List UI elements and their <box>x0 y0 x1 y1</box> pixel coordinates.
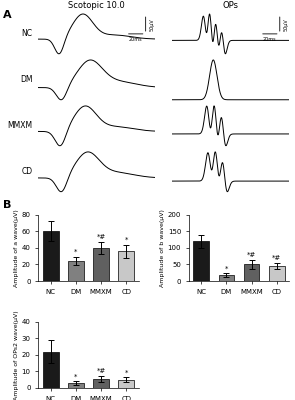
Bar <box>68 261 84 281</box>
Y-axis label: Amplitude of a wave(μV): Amplitude of a wave(μV) <box>14 209 19 287</box>
Bar <box>43 352 58 388</box>
Title: OPs: OPs <box>223 1 239 10</box>
Bar <box>93 248 109 281</box>
Text: 20ms: 20ms <box>129 37 142 42</box>
Text: MMXM: MMXM <box>7 121 32 130</box>
Text: B: B <box>3 200 11 210</box>
Y-axis label: Amplitude of b wave(μV): Amplitude of b wave(μV) <box>160 209 165 287</box>
Text: 20ms: 20ms <box>263 37 277 42</box>
Bar <box>93 379 109 388</box>
Text: *#: *# <box>96 368 106 374</box>
Text: *#: *# <box>247 252 256 258</box>
Text: *: * <box>124 237 128 243</box>
Text: NC: NC <box>22 29 32 38</box>
Bar <box>68 383 84 388</box>
Y-axis label: Amplitude of OPs2 wave(μV): Amplitude of OPs2 wave(μV) <box>14 310 19 400</box>
Bar <box>244 264 259 281</box>
Text: CD: CD <box>22 167 32 176</box>
Text: A: A <box>3 10 12 20</box>
Text: DM: DM <box>20 75 32 84</box>
Text: *: * <box>124 369 128 375</box>
Bar <box>193 241 209 281</box>
Text: *: * <box>225 266 228 272</box>
Title: Scotopic 10.0: Scotopic 10.0 <box>68 1 125 10</box>
Text: 50μV: 50μV <box>149 18 154 31</box>
Bar <box>119 380 134 388</box>
Text: *#: *# <box>96 234 106 240</box>
Bar <box>43 231 58 281</box>
Bar <box>219 275 234 281</box>
Text: *: * <box>74 249 78 255</box>
Text: *#: *# <box>272 255 281 261</box>
Bar <box>269 266 285 281</box>
Bar <box>119 251 134 281</box>
Text: 50μV: 50μV <box>283 18 288 31</box>
Text: *: * <box>74 374 78 380</box>
